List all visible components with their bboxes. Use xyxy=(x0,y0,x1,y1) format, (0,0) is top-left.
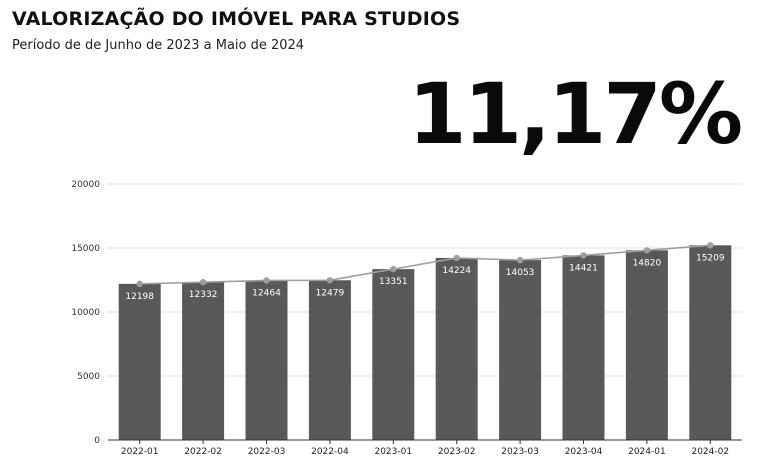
data-label: 12198 xyxy=(125,292,154,302)
bar xyxy=(562,255,605,440)
x-tick-label: 2022-02 xyxy=(184,447,222,457)
data-point xyxy=(516,256,524,264)
x-tick-label: 2024-01 xyxy=(628,447,666,457)
data-point xyxy=(643,247,651,254)
bar xyxy=(118,283,161,440)
headline-percentage: 11,17% xyxy=(408,65,743,163)
data-point xyxy=(580,252,587,259)
y-tick-label: 20000 xyxy=(71,180,100,190)
data-point xyxy=(390,265,397,273)
bar xyxy=(435,257,478,440)
chart-title: VALORIZAÇÃO DO IMÓVEL PARA STUDIOS xyxy=(12,8,461,30)
bar xyxy=(499,260,542,440)
data-label: 14421 xyxy=(569,263,598,273)
data-label: 12479 xyxy=(316,288,345,298)
x-tick-label: 2022-04 xyxy=(311,447,349,457)
x-tick-label: 2022-03 xyxy=(248,447,286,457)
data-point xyxy=(263,277,270,284)
data-point xyxy=(326,277,334,284)
data-label: 14224 xyxy=(442,266,471,276)
data-point xyxy=(199,278,207,286)
y-tick-label: 0 xyxy=(94,436,100,446)
data-label: 14053 xyxy=(506,268,535,278)
x-tick-label: 2024-02 xyxy=(691,447,729,457)
data-point xyxy=(707,242,714,249)
bar xyxy=(308,280,351,440)
chart-subtitle: Período de de Junho de 2023 a Maio de 20… xyxy=(12,38,305,53)
x-tick-label: 2023-02 xyxy=(438,447,476,457)
data-label: 12464 xyxy=(252,288,281,298)
bar xyxy=(245,280,288,440)
x-tick-label: 2023-01 xyxy=(374,447,412,457)
bar xyxy=(372,269,415,440)
x-tick-label: 2023-03 xyxy=(501,447,539,457)
x-tick-label: 2022-01 xyxy=(121,447,159,457)
y-tick-label: 5000 xyxy=(77,372,100,382)
data-label: 14820 xyxy=(633,258,662,268)
data-point xyxy=(136,280,143,288)
data-point xyxy=(453,254,460,262)
data-label: 15209 xyxy=(696,253,725,263)
series-line xyxy=(139,244,711,285)
y-tick-label: 15000 xyxy=(71,244,100,254)
bar xyxy=(625,250,668,440)
x-tick-label: 2023-04 xyxy=(565,447,603,457)
data-label: 12332 xyxy=(189,290,218,300)
bar xyxy=(689,245,732,440)
data-label: 13351 xyxy=(379,277,408,287)
bar xyxy=(182,282,225,440)
y-tick-label: 10000 xyxy=(71,308,100,318)
